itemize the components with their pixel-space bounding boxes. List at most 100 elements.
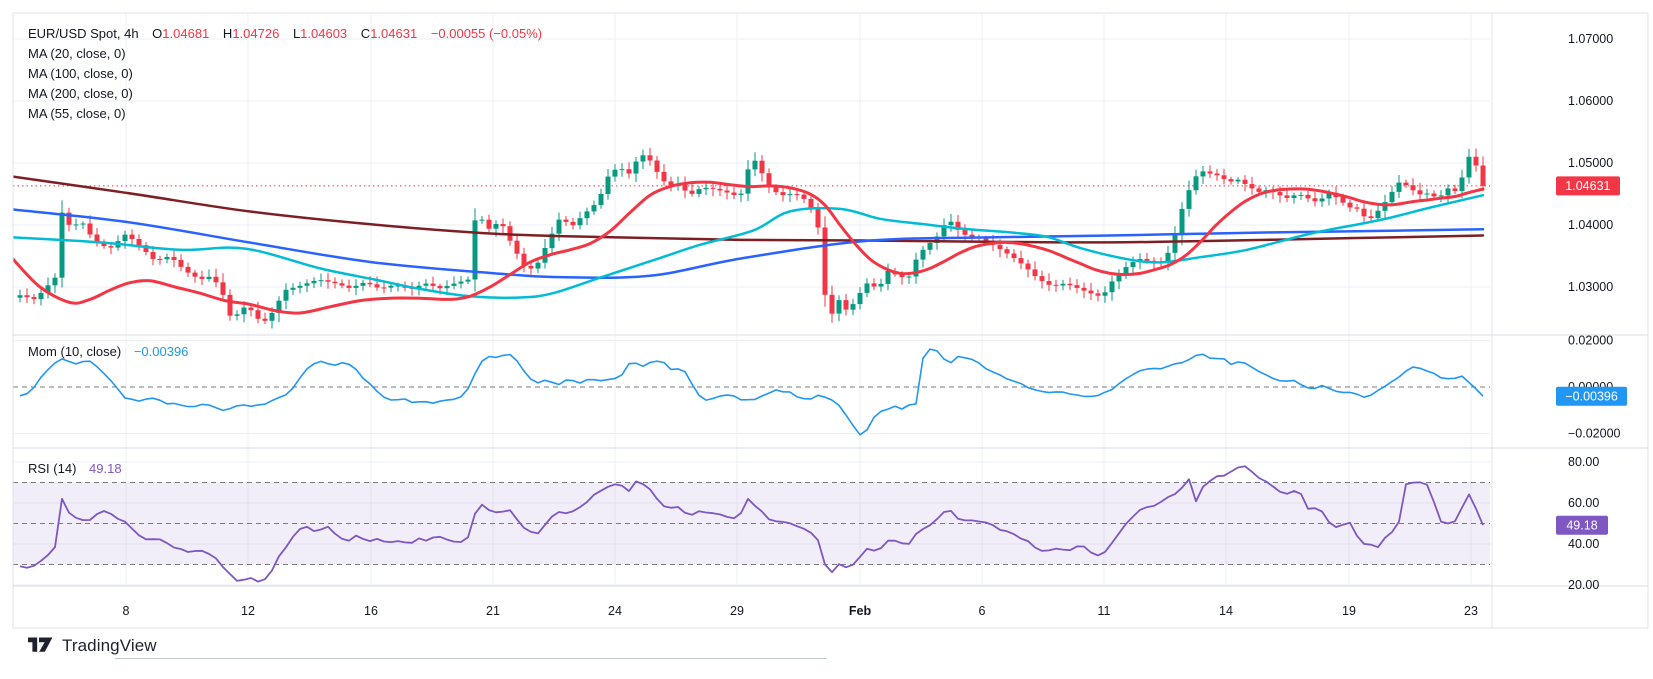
symbol-legend[interactable]: EUR/USD Spot, 4h O1.04681 H1.04726 L1.04… xyxy=(28,26,542,42)
candle xyxy=(1249,176,1255,195)
candle xyxy=(1403,179,1409,188)
candle xyxy=(528,261,534,275)
rsi-legend[interactable]: RSI (14) 49.18 xyxy=(28,461,122,477)
candle xyxy=(423,279,429,289)
time-tick-label: 29 xyxy=(730,604,744,618)
candle xyxy=(94,228,100,247)
legend-ma20[interactable]: MA (20, close, 0) xyxy=(28,46,126,61)
candle xyxy=(1368,209,1374,223)
candle xyxy=(346,279,352,292)
candle xyxy=(276,296,282,323)
candle xyxy=(738,189,744,202)
candle xyxy=(1025,259,1031,278)
ma200-line xyxy=(13,175,1485,244)
rsi-tick-label: 20.00 xyxy=(1568,578,1599,592)
candle xyxy=(1004,246,1010,259)
candle xyxy=(290,283,296,296)
candle xyxy=(297,281,303,294)
candle xyxy=(311,277,317,289)
rsi-tick-label: 80.00 xyxy=(1568,455,1599,469)
tradingview-logo-link[interactable]: TradingView xyxy=(28,636,157,656)
candle xyxy=(304,279,310,293)
candle xyxy=(1060,279,1066,291)
candle xyxy=(1053,279,1059,292)
mom-tick-label: −0.02000 xyxy=(1568,427,1621,441)
candle xyxy=(605,169,611,200)
candle xyxy=(661,164,667,186)
candle xyxy=(1018,250,1024,270)
candle xyxy=(1095,289,1101,302)
candle xyxy=(766,168,772,193)
candle xyxy=(1046,273,1052,291)
candle xyxy=(45,277,51,299)
candle xyxy=(759,155,765,182)
candle xyxy=(1088,282,1094,300)
candle xyxy=(136,234,142,251)
mom-legend[interactable]: Mom (10, close) −0.00396 xyxy=(28,344,188,360)
candle xyxy=(1032,261,1038,281)
candle xyxy=(668,176,674,192)
candle xyxy=(108,243,114,255)
candle xyxy=(1179,202,1185,246)
candle xyxy=(1270,186,1276,200)
candle xyxy=(262,312,268,324)
rsi-line xyxy=(19,465,1484,583)
time-tick-label: 11 xyxy=(1098,604,1111,618)
candle xyxy=(710,181,716,197)
candle xyxy=(1291,192,1297,204)
candle xyxy=(360,280,366,291)
candle xyxy=(1123,261,1129,279)
candle xyxy=(570,217,576,230)
time-tick-label: 12 xyxy=(241,604,255,618)
candle xyxy=(696,186,702,198)
candle xyxy=(948,214,954,232)
candle xyxy=(850,298,856,315)
candle xyxy=(829,285,835,323)
ohlc-low: L1.04603 xyxy=(292,26,348,41)
candle xyxy=(1347,199,1353,212)
candle xyxy=(1039,270,1045,289)
candle xyxy=(1375,204,1381,222)
price-axis[interactable]: 1.07000 1.06000 1.05000 1.04000 1.03000 0.020… xyxy=(1556,32,1627,592)
candle xyxy=(724,183,730,200)
candle xyxy=(1081,282,1087,299)
candle xyxy=(626,162,632,179)
candle xyxy=(1438,190,1444,203)
candle xyxy=(1389,186,1395,207)
candle xyxy=(822,216,828,307)
candle xyxy=(920,245,926,268)
candle xyxy=(451,276,457,290)
tradingview-logo-icon xyxy=(28,637,53,652)
candle xyxy=(101,239,107,249)
candle xyxy=(1172,226,1178,262)
legend-ma55[interactable]: MA (55, close, 0) xyxy=(28,106,126,121)
candle xyxy=(787,186,793,202)
legend-ma200[interactable]: MA (200, close, 0) xyxy=(28,86,133,101)
rsi-tick-label: 40.00 xyxy=(1568,537,1599,551)
candle xyxy=(598,188,604,209)
legend-ma100[interactable]: MA (100, close, 0) xyxy=(28,66,133,81)
candle xyxy=(381,281,387,294)
time-axis[interactable]: 8 12 16 21 24 29 Feb 6 11 14 19 23 xyxy=(123,604,1478,618)
candle xyxy=(1214,168,1220,181)
svg-text:49.18: 49.18 xyxy=(1566,518,1597,532)
price-tick-label: 1.07000 xyxy=(1568,32,1613,46)
candle xyxy=(1396,175,1402,198)
candle xyxy=(577,211,583,230)
ma100-line xyxy=(13,208,1485,280)
frame-layer xyxy=(12,12,1649,629)
candle xyxy=(647,147,653,166)
candle xyxy=(192,269,198,283)
candle xyxy=(52,273,58,294)
ohlc-open: O1.04681 xyxy=(152,26,210,41)
candle xyxy=(199,270,205,285)
candle xyxy=(857,287,863,310)
candle xyxy=(1102,286,1108,303)
time-tick-label: Feb xyxy=(849,604,872,618)
candle xyxy=(1382,194,1388,219)
price-tick-label: 1.06000 xyxy=(1568,94,1613,108)
candle xyxy=(1312,192,1318,207)
time-tick-label: 24 xyxy=(608,604,622,618)
candle xyxy=(17,289,23,303)
